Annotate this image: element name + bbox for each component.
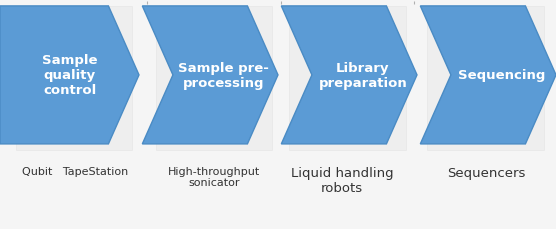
Text: Sequencing: Sequencing	[458, 69, 545, 82]
FancyBboxPatch shape	[16, 7, 132, 150]
Text: Sample
quality
control: Sample quality control	[42, 54, 97, 97]
Text: Sequencers: Sequencers	[448, 166, 525, 179]
Polygon shape	[420, 7, 556, 144]
Polygon shape	[142, 7, 278, 144]
Text: Library
preparation: Library preparation	[319, 62, 407, 90]
Polygon shape	[281, 7, 417, 144]
Polygon shape	[0, 7, 139, 144]
FancyBboxPatch shape	[427, 7, 544, 150]
Text: Sample pre-
processing: Sample pre- processing	[178, 62, 269, 90]
FancyBboxPatch shape	[289, 7, 406, 150]
FancyBboxPatch shape	[156, 7, 272, 150]
Text: High-throughput
sonicator: High-throughput sonicator	[168, 166, 260, 188]
Text: Liquid handling
robots: Liquid handling robots	[291, 166, 393, 194]
Text: Qubit   TapeStation: Qubit TapeStation	[22, 166, 128, 176]
